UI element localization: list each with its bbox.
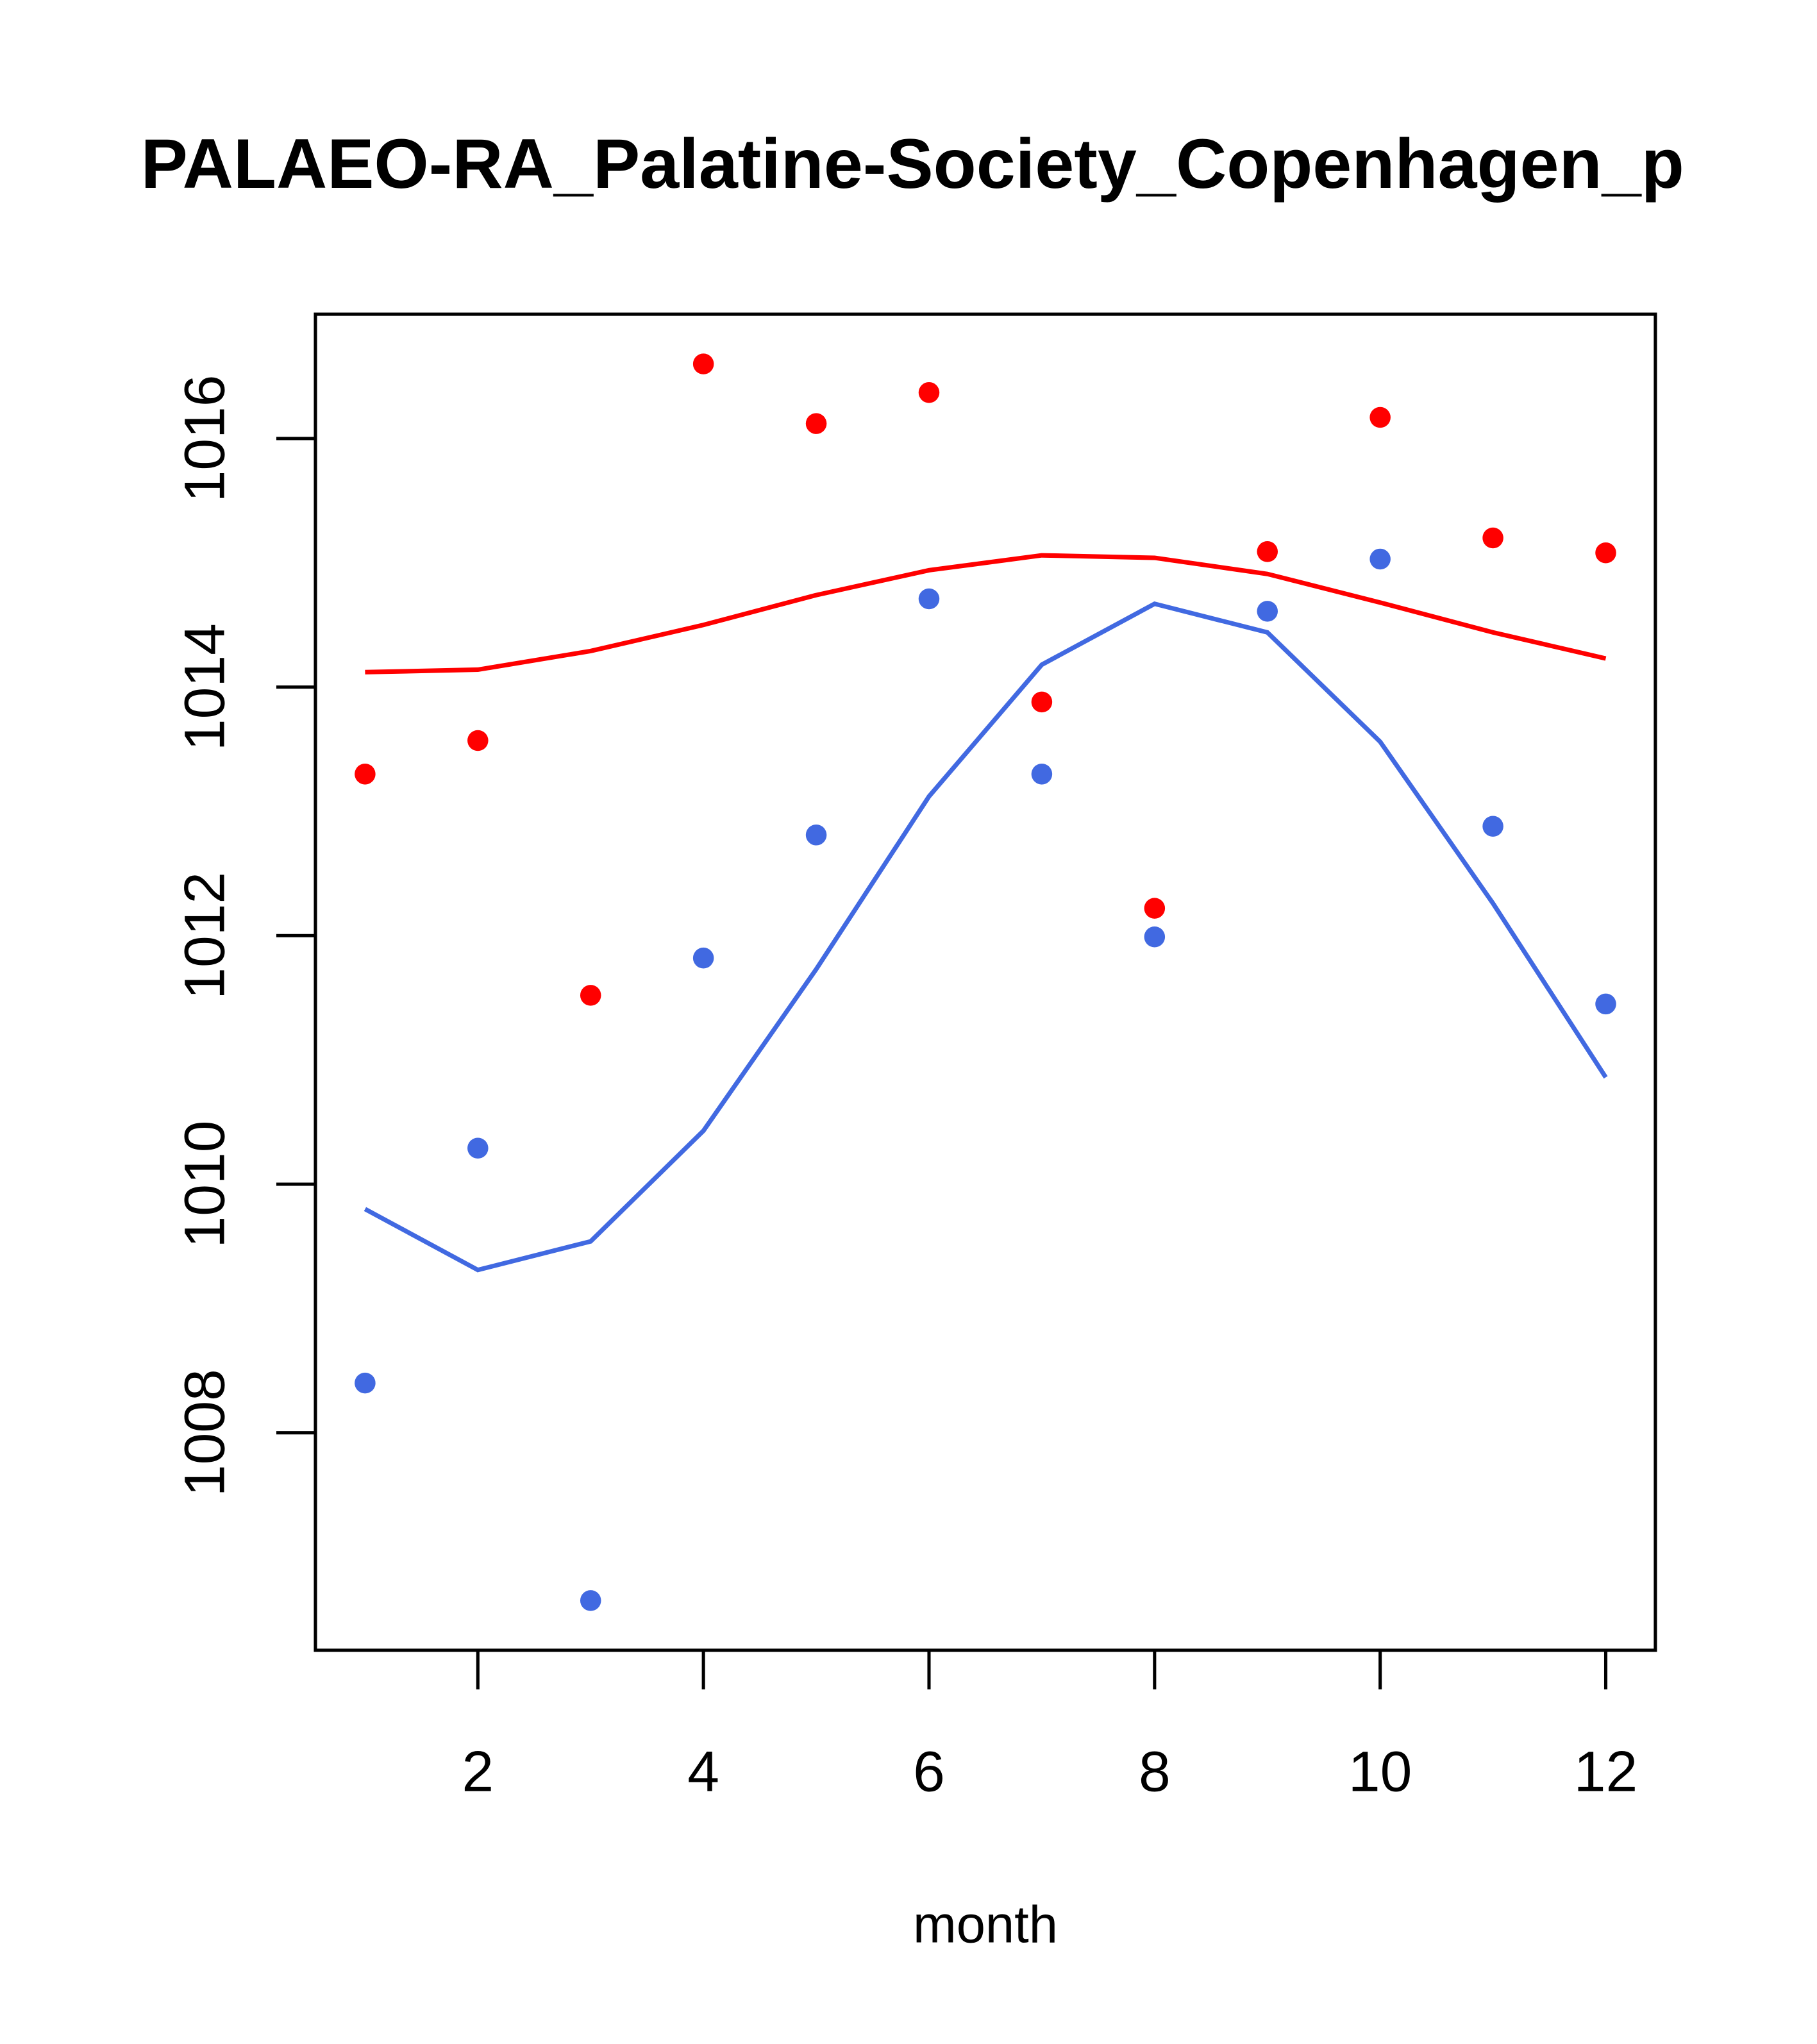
red-point — [692, 353, 714, 374]
x-tick-label: 10 — [1348, 1739, 1412, 1803]
red-point — [1482, 527, 1503, 549]
x-axis-label: month — [913, 1895, 1058, 1954]
red-point — [580, 985, 601, 1006]
x-tick-label: 8 — [1139, 1739, 1171, 1803]
blue-point — [1031, 764, 1053, 785]
y-tick-label: 1008 — [172, 1369, 237, 1496]
y-tick-label: 1016 — [172, 374, 237, 502]
x-tick-label: 6 — [913, 1739, 945, 1803]
blue-point — [1595, 993, 1616, 1015]
y-axis: 1008 1010 1012 1014 1016 — [172, 374, 315, 1496]
y-tick-label: 1010 — [172, 1121, 237, 1248]
red-point — [1369, 406, 1391, 428]
x-axis: 2 4 6 8 10 12 — [462, 1650, 1637, 1803]
red-point — [918, 381, 940, 403]
blue-point — [1257, 601, 1278, 622]
blue-point — [1482, 816, 1503, 837]
red-point — [467, 730, 489, 751]
red-point — [355, 764, 376, 785]
blue-point — [692, 947, 714, 969]
red-point — [1144, 898, 1166, 919]
blue-point — [918, 588, 940, 610]
x-tick-label: 2 — [462, 1739, 494, 1803]
blue-point — [805, 825, 827, 846]
blue-point — [1369, 548, 1391, 570]
red-point — [1595, 542, 1616, 564]
red-point — [1031, 691, 1053, 713]
x-tick-label: 4 — [687, 1739, 719, 1803]
y-tick-label: 1014 — [172, 623, 237, 751]
blue-line — [364, 601, 1608, 1273]
red-point — [805, 413, 827, 434]
blue-point — [467, 1137, 489, 1159]
x-tick-label: 12 — [1574, 1739, 1637, 1803]
red-point — [1257, 541, 1278, 562]
blue-point — [355, 1372, 376, 1394]
y-tick-label: 1012 — [172, 872, 237, 1000]
chart-title: PALAEO-RA_Palatine-Society_Copenhagen_p — [141, 125, 1684, 203]
series-layer — [355, 353, 1616, 1611]
blue-point — [1144, 926, 1166, 948]
red-line — [365, 553, 1607, 674]
blue-point — [580, 1590, 601, 1611]
plot-frame — [314, 312, 1657, 1652]
